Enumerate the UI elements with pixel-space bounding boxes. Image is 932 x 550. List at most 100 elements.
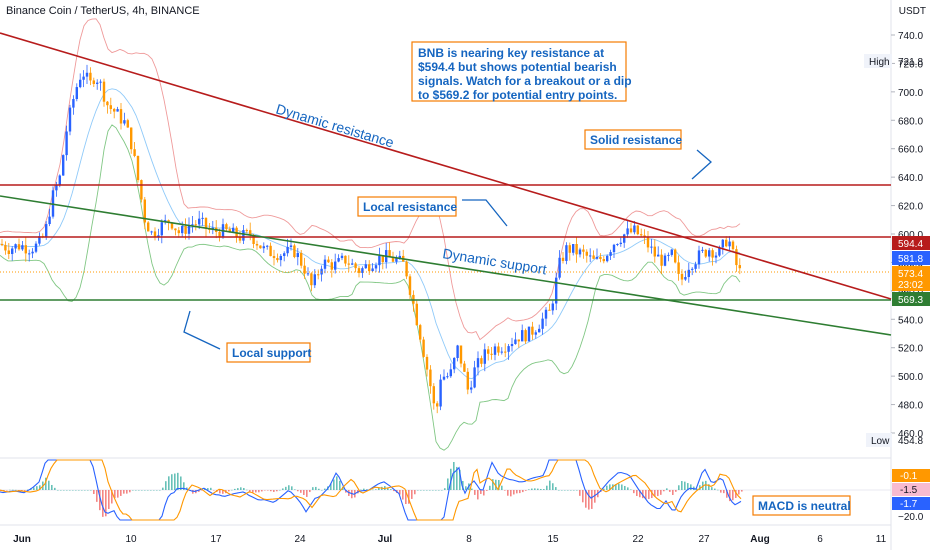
macd-histogram-bar [111,490,113,504]
macd-histogram-bar [96,490,98,502]
macd-histogram-bar [645,490,647,500]
macd-histogram-bar [249,490,251,493]
price-tick-label: 640.0 [898,173,923,184]
candle-body [538,328,541,333]
candle-body [99,81,102,83]
time-axis[interactable]: Jun 10 17 24 Jul 8 15 22 27 Aug 6 11 [13,534,887,545]
candle-body [708,250,711,257]
candle-body [238,237,242,241]
candle-body [657,254,660,257]
macd-histogram-bar [147,490,149,491]
candle-body [347,263,350,265]
bollinger-lower [0,124,741,451]
macd-signal-badge [892,469,930,482]
macd-histogram-bar [591,490,593,509]
candle-body [140,180,143,200]
macd-histogram-bar [321,489,323,491]
price-tick-label: 460.0 [898,429,923,440]
macd-histogram-bar [267,490,269,491]
candle-body [643,235,646,237]
candle-body [242,230,245,241]
last-price-text: 573.4 [898,269,923,280]
macd-histogram-bar [510,490,512,497]
macd-histogram-bar [462,481,464,490]
macd-histogram-bar [393,490,395,492]
candle-body [415,303,418,326]
macd-histogram-bar [504,490,506,491]
price-axis[interactable]: 740.0 720.0 700.0 680.0 660.0 640.0 620.0 600.0… [891,31,923,440]
macd-histogram-bar [171,474,173,490]
candle-body [555,277,558,304]
macd-histogram-bar [420,490,422,491]
last-price-badge [892,266,930,291]
macd-histogram-bar [297,490,299,492]
time-tick-label: 27 [698,534,710,545]
macd-histogram-bar [363,488,365,490]
candle-body [194,224,197,226]
macd-histogram-bar [360,489,362,491]
macd-histogram-bar [684,481,686,490]
candle-body [408,276,412,295]
macd-histogram-bar [585,490,587,508]
macd-histogram-bar [36,486,38,490]
macd-histogram-bar [135,490,137,491]
macd-histogram-bar [366,489,368,490]
time-tick-label: Jul [378,534,393,545]
macd-histogram-bar [270,490,272,492]
candle-body [337,258,340,262]
time-tick-label: 15 [547,534,559,545]
macd-histogram-bar [654,490,656,497]
candle-body [612,244,616,253]
macd-histogram-bar [345,490,347,493]
macd-histogram-bar [459,469,461,490]
macd-histogram-bar [624,485,626,490]
time-tick-label: 8 [466,534,472,545]
candle-body [565,245,568,261]
macd-line-badge [892,497,930,510]
macd-histogram-bar [594,490,596,503]
candle-body [650,246,653,248]
high-value: 721.8 [898,57,923,68]
macd-histogram-bar [531,488,533,490]
candle-body [289,245,293,247]
macd-histogram-bar [69,490,71,491]
candle-body [551,303,554,311]
candle-body [38,236,41,244]
candle-body [466,371,469,390]
candle-body [585,251,588,256]
candle-body [354,263,357,269]
candle-body [116,109,119,112]
macd-histogram-bar [402,490,404,500]
candle-body [317,274,320,276]
macd-histogram-bar [168,476,170,490]
macd-histogram-bar [660,490,662,495]
candle-body [640,234,643,236]
dynamic-resistance-line[interactable] [0,32,892,300]
macd-histogram-bar [558,490,560,491]
macd-histogram-bar [288,485,290,490]
macd-histogram-bar [198,490,200,492]
candle-body [153,231,157,237]
macd-histogram-bar [18,490,20,491]
candle-body [130,127,133,150]
macd-histogram-bar [45,477,47,490]
candle-body [606,255,609,262]
price-tick-label: 700.0 [898,88,923,99]
macd-histogram-bar [639,490,641,498]
macd-histogram-bar [255,490,257,493]
macd-histogram-bar [90,490,92,491]
candle-body [306,273,310,275]
dynamic-support-line[interactable] [0,195,892,336]
macd-histogram-bar [444,488,446,490]
candle-body [72,99,75,108]
price-tick-label: 600.0 [898,230,923,241]
macd-histogram-bar [93,490,95,494]
candle-body [48,216,51,225]
macd-histogram-bar [549,480,551,490]
macd-histogram-bar [546,485,548,490]
macd-histogram-bar [213,490,215,491]
candle-body [133,149,136,156]
candle-body [674,249,677,263]
macd-histogram-bar [294,489,296,490]
